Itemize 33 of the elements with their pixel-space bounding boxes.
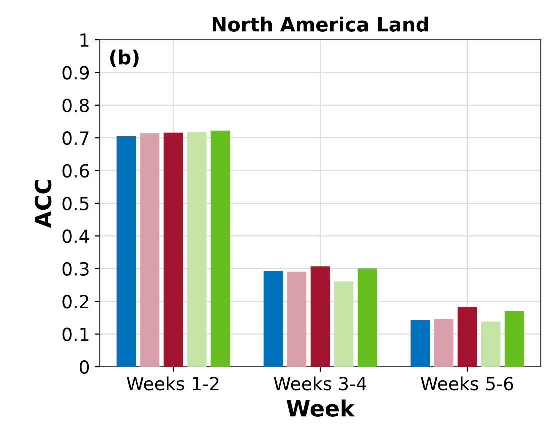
y-tick-label: 0.4 [62, 230, 90, 244]
bar [334, 282, 354, 367]
bar [164, 132, 184, 367]
y-tick-label: 0.1 [62, 328, 89, 342]
y-tick-label: 0.6 [62, 164, 90, 178]
y-tick-label: 0.9 [62, 66, 90, 80]
bar [358, 268, 378, 367]
x-tick-label: Weeks 1-2 [127, 376, 219, 391]
bar [116, 136, 136, 367]
bar [458, 307, 478, 367]
bar [434, 319, 454, 367]
y-tick-label: 0 [80, 360, 90, 374]
bar [187, 132, 207, 367]
y-axis-title: ACC [34, 180, 52, 228]
bar [410, 320, 430, 367]
x-tick-label: Weeks 5-6 [421, 376, 514, 391]
bar [310, 266, 330, 367]
y-tick-label: 0.7 [62, 132, 89, 146]
x-axis-title: Week [286, 400, 356, 417]
bar [504, 311, 524, 367]
chart-title: North America Land [213, 16, 428, 32]
y-tick-label: 1 [80, 34, 89, 47]
x-tick-label: Weeks 3-4 [274, 376, 367, 391]
y-tick-label: 0.5 [62, 196, 89, 211]
bar [287, 272, 307, 367]
bar [481, 322, 501, 367]
y-tick-label: 0.8 [62, 98, 90, 113]
y-tick-label: 0.2 [62, 295, 88, 309]
bar [210, 130, 230, 367]
bar [140, 134, 160, 367]
bar [264, 271, 284, 367]
annotation: (b) [110, 50, 139, 68]
y-tick-label: 0.3 [62, 262, 89, 276]
